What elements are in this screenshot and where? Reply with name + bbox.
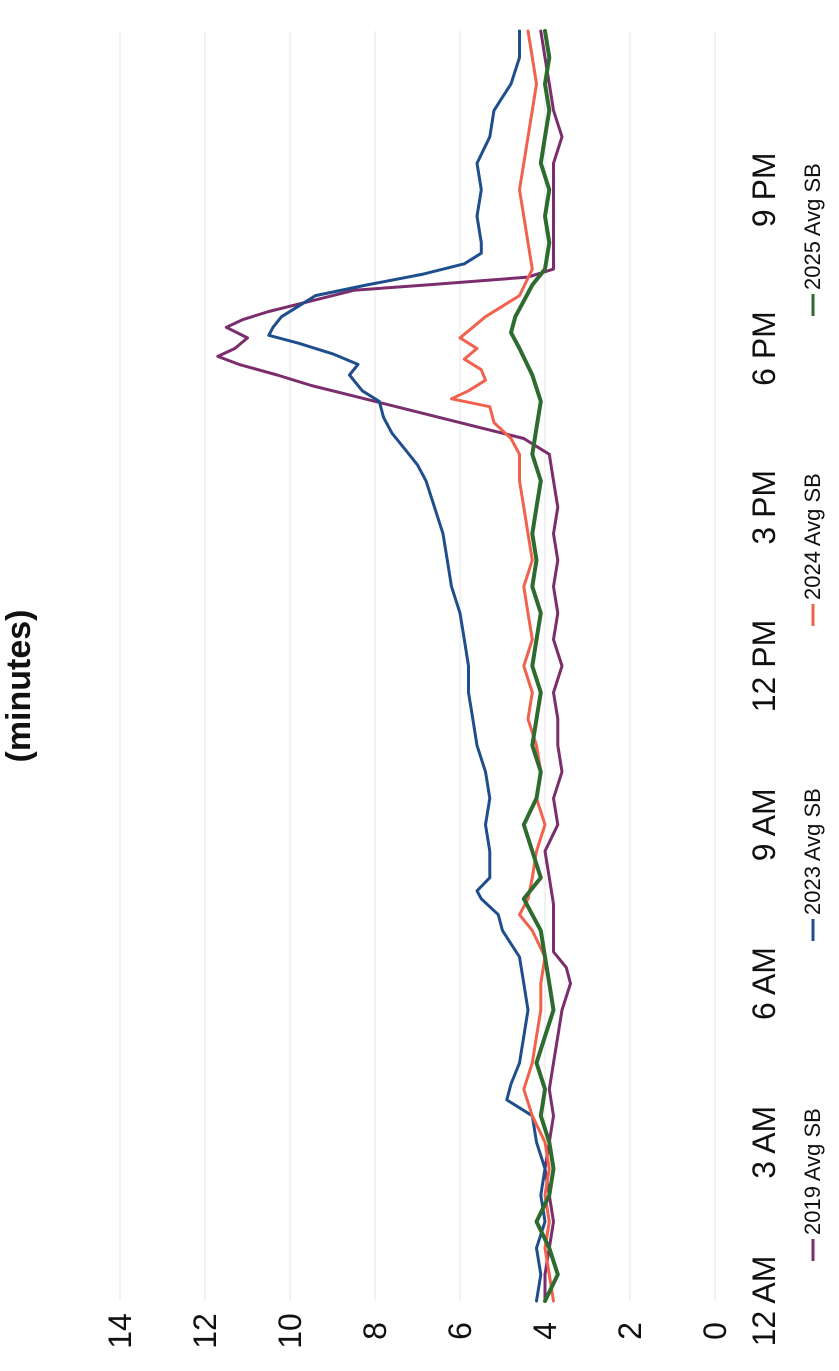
x-tick-label: 3 AM: [746, 1106, 782, 1179]
legend-label: 2023 Avg SB: [800, 788, 825, 915]
series-line-2023-avg-sb: [267, 29, 547, 1303]
y-tick-label: 12: [187, 1313, 223, 1349]
series-line-2024-avg-sb: [450, 29, 555, 1303]
legend-label: 2025 Avg SB: [800, 163, 825, 290]
legend-label: 2019 Avg SB: [800, 1108, 825, 1235]
x-tick-label: 12 PM: [746, 620, 782, 712]
x-tick-label: 9 AM: [746, 788, 782, 861]
x-tick-label: 6 PM: [746, 311, 782, 386]
x-axis-ticks: 12 AM 3 AM 6 AM 9 AM 12 PM 3 PM 6 PM 9 PM: [746, 152, 782, 1346]
y-axis-ticks: 0 2 4 6 8 10 12 14: [102, 1313, 733, 1349]
y-tick-label: 2: [612, 1322, 648, 1340]
x-tick-label: 9 PM: [746, 152, 782, 227]
x-tick-label: 3 PM: [746, 470, 782, 545]
x-tick-label: 12 AM: [746, 1256, 782, 1347]
series-line-2019-avg-sb: [216, 29, 572, 1303]
y-tick-label: 14: [102, 1313, 138, 1349]
y-tick-label: 6: [442, 1322, 478, 1340]
y-tick-label: 10: [272, 1313, 308, 1349]
legend: 2019 Avg SB 2023 Avg SB 2024 Avg SB 2025 Av…: [800, 163, 825, 1261]
chart-title: (minutes): [0, 610, 38, 763]
y-tick-label: 4: [527, 1322, 563, 1340]
gridlines: [119, 31, 716, 1301]
y-tick-label: 0: [697, 1322, 733, 1340]
legend-label: 2024 Avg SB: [800, 473, 825, 600]
x-tick-label: 6 AM: [746, 947, 782, 1020]
y-tick-label: 8: [357, 1322, 393, 1340]
series-line-2025-avg-sb: [509, 29, 560, 1303]
series-lines: [216, 29, 572, 1303]
rotated-chart-group: 0 2 4 6 8 10 12 14 12 AM 3 AM 6 AM 9 AM 12 PM 3 PM 6 …: [0, 29, 825, 1349]
